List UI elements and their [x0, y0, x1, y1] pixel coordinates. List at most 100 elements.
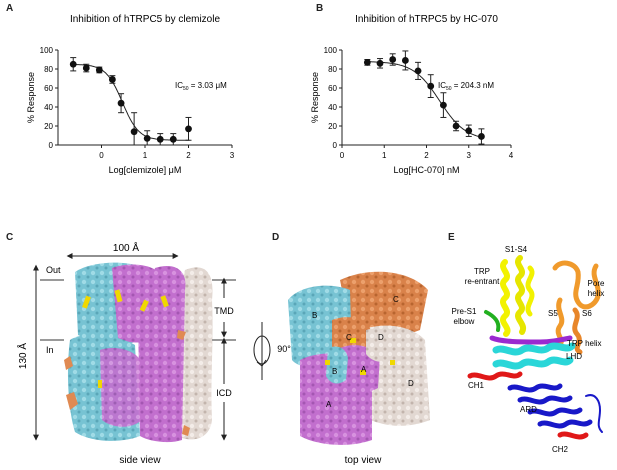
label-trp-reentrant-2: re-entrant — [465, 277, 500, 286]
top-subunit-c-inner: C — [346, 333, 352, 342]
in-membrane-bar — [40, 339, 64, 341]
x-tick-label: 1 — [143, 151, 148, 160]
y-tick-label: 80 — [328, 65, 337, 74]
x-tick-label: 0 — [340, 151, 345, 160]
y-tick-label: 40 — [328, 103, 337, 112]
fit-curve — [71, 63, 190, 141]
data-point — [95, 66, 103, 74]
x-tick-label: 2 — [424, 151, 429, 160]
data-point — [465, 127, 473, 135]
top-subunit-a-inner: A — [361, 365, 367, 374]
label-s6: S6 — [582, 309, 592, 318]
label-ch2: CH2 — [552, 445, 569, 454]
dimension-height-label: 130 Å — [16, 343, 29, 369]
panel-label-e: E — [448, 232, 455, 243]
top-subunit-b-inner: B — [332, 367, 337, 376]
data-point — [185, 125, 192, 133]
chart-title: Inhibition of hTRPC5 by HC-070 — [355, 14, 498, 25]
data-point — [363, 58, 371, 66]
data-point — [414, 67, 422, 75]
data-point — [452, 122, 460, 130]
label-ch1: CH1 — [468, 381, 485, 390]
x-axis-label: Log[clemizole] μM — [109, 165, 182, 175]
top-view-caption: top view — [345, 455, 382, 466]
side-view-structure — [64, 262, 213, 443]
y-tick-label: 20 — [328, 122, 337, 131]
data-point — [440, 101, 447, 109]
data-point — [130, 128, 138, 136]
y-tick-label: 60 — [44, 84, 53, 93]
fit-curve — [365, 61, 483, 138]
top-subunit-a-outer: A — [326, 400, 332, 409]
clemizole-chart: Inhibition of hTRPC5 by clemizole0204060… — [26, 14, 235, 175]
x-tick-label: 1 — [382, 151, 387, 160]
top-view-subunit-labels: B C C D B A D A — [312, 295, 414, 409]
label-pore-helix-1: Pore — [588, 279, 605, 288]
dimension-width-label: 100 Å — [113, 241, 139, 254]
chart-title: Inhibition of hTRPC5 by clemizole — [70, 14, 221, 25]
top-subunit-d-inner: D — [378, 333, 384, 342]
label-trp-helix: TRP helix — [567, 339, 602, 348]
label-trp-reentrant-1: TRP — [474, 267, 490, 276]
label-pore-helix-2: helix — [588, 289, 604, 298]
y-tick-label: 0 — [333, 141, 338, 150]
icd-label: ICD — [216, 388, 232, 398]
x-tick-label: 3 — [467, 151, 472, 160]
tmd-bottom-bar — [212, 339, 236, 341]
label-ard: ARD — [520, 405, 537, 414]
y-tick-label: 100 — [324, 46, 338, 55]
label-s5: S5 — [548, 309, 558, 318]
data-point — [156, 135, 164, 143]
out-label: Out — [46, 265, 61, 275]
y-axis-label: % Response — [310, 72, 320, 123]
x-tick-label: 4 — [509, 151, 514, 160]
label-pre-s1-elbow-1: Pre-S1 — [452, 307, 477, 316]
tmd-top-bar — [212, 279, 236, 281]
data-point — [108, 76, 116, 83]
panel-label-c: C — [6, 232, 14, 243]
hc070-chart: Inhibition of hTRPC5 by HC-0700204060801… — [310, 14, 514, 175]
y-tick-label: 80 — [44, 65, 53, 74]
ic50-annotation: IC50 = 204.3 nM — [438, 81, 494, 92]
rotation-symbol — [253, 322, 271, 380]
side-view-caption: side view — [119, 455, 161, 466]
rotation-label: 90° — [277, 344, 291, 354]
y-tick-label: 40 — [44, 103, 53, 112]
label-lhd: LHD — [566, 352, 582, 361]
structure-panels: 100 Å 130 Å Out In TMD ICD side view 90°… — [16, 241, 605, 466]
data-point — [143, 134, 151, 142]
y-tick-label: 0 — [49, 141, 54, 150]
data-point — [401, 57, 409, 64]
data-point — [376, 59, 384, 67]
x-tick-label: 2 — [186, 151, 191, 160]
ribbon-model — [467, 255, 603, 440]
out-membrane-bar — [40, 279, 64, 281]
data-point — [427, 82, 435, 90]
data-point — [82, 64, 90, 72]
y-tick-label: 100 — [40, 46, 54, 55]
panel-label-d: D — [272, 232, 280, 243]
ic50-annotation: IC50 = 3.03 μM — [175, 81, 227, 92]
ribbon-domain-labels: S1-S4 Pore helix TRP re-entrant Pre-S1 e… — [452, 245, 605, 454]
panel-label-b: B — [316, 3, 324, 14]
panel-label-a: A — [6, 3, 14, 14]
top-subunit-c-outer: C — [393, 295, 399, 304]
top-subunit-d-outer: D — [408, 379, 414, 388]
top-subunit-b-outer: B — [312, 311, 317, 320]
y-tick-label: 20 — [44, 122, 53, 131]
top-view-structure — [288, 271, 430, 445]
data-point — [169, 135, 177, 143]
data-point — [389, 56, 397, 63]
label-pre-s1-elbow-2: elbow — [454, 317, 475, 326]
x-axis-label: Log[HC-070] nM — [393, 165, 459, 175]
data-point — [478, 133, 485, 140]
x-tick-label: 0 — [99, 151, 104, 160]
y-axis-label: % Response — [26, 72, 36, 123]
data-point — [69, 60, 77, 68]
y-tick-label: 60 — [328, 84, 337, 93]
label-s1-s4: S1-S4 — [505, 245, 528, 254]
data-point — [117, 99, 125, 107]
x-tick-label: 3 — [230, 151, 235, 160]
tmd-label: TMD — [214, 306, 234, 316]
in-label: In — [46, 345, 54, 355]
